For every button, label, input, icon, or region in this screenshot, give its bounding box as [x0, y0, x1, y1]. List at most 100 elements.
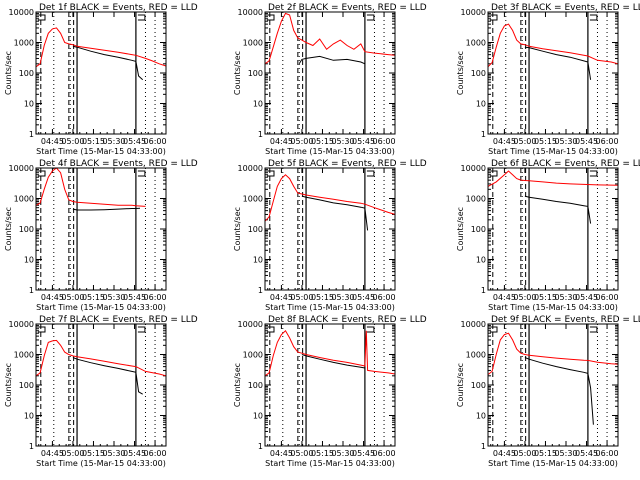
x-tick-label: 06:00	[373, 293, 396, 302]
y-tick-label: 10	[24, 412, 34, 421]
x-tick-label: 06:00	[144, 293, 167, 302]
plot-frame	[487, 11, 619, 135]
y-axis-label: Counts/sec	[233, 51, 242, 95]
x-axis-label: Start Time (15-Mar-15 04:33:00)	[265, 303, 395, 312]
y-axis-label: Counts/sec	[456, 51, 465, 95]
panel-2: Det 2f BLACK = Events, RED = LLD 1 10 100 10…	[233, 3, 427, 156]
x-tick-label: 05:45	[352, 137, 375, 146]
x-tick-label: 05:15	[82, 137, 105, 146]
x-axis-label: Start Time (15-Mar-15 04:33:00)	[265, 147, 395, 156]
x-axis-label: Start Time (15-Mar-15 04:33:00)	[488, 303, 618, 312]
y-tick-label: 100	[248, 225, 263, 234]
y-tick-label: 100	[248, 69, 263, 78]
panel-title: Det 3f BLACK = Events, RED = LLD	[491, 3, 640, 13]
series-events-line	[72, 207, 141, 211]
y-tick-label: 100	[471, 225, 486, 234]
x-tick-label: 05:30	[102, 293, 125, 302]
plot-frame	[264, 167, 396, 291]
panel-3: Det 3f BLACK = Events, RED = LLD 1 10 100 10…	[456, 3, 640, 156]
panel-8: Det 8f BLACK = Events, RED = LLD 1 10 100 10…	[233, 315, 427, 468]
y-tick-label: 1000	[243, 39, 263, 48]
y-tick-label: 1	[29, 286, 34, 295]
x-tick-label: 05:30	[331, 137, 354, 146]
series-events-line	[301, 195, 369, 231]
plot-frame	[487, 323, 619, 447]
x-tick-label: 05:00	[61, 449, 84, 458]
plot-frame	[35, 167, 167, 291]
x-axis-label: Start Time (15-Mar-15 04:33:00)	[36, 303, 166, 312]
y-tick-label: 10	[476, 100, 486, 109]
y-tick-label: 1	[258, 286, 263, 295]
y-tick-label: 10	[253, 100, 263, 109]
x-tick-label: 04:45	[41, 137, 64, 146]
x-tick-label: 05:45	[352, 293, 375, 302]
y-tick-label: 100	[19, 381, 34, 390]
x-tick-label: 06:00	[144, 137, 167, 146]
plot-frame	[264, 323, 396, 447]
y-tick-label: 1	[481, 130, 486, 139]
series-events-line	[524, 46, 592, 80]
y-axis-label: Counts/sec	[4, 363, 13, 407]
x-tick-label: 05:15	[534, 293, 557, 302]
x-tick-label: 05:45	[123, 449, 146, 458]
panel-4: Det 4f BLACK = Events, RED = LLD 1 10 100 10…	[4, 159, 198, 312]
x-tick-label: 04:45	[493, 449, 516, 458]
series-events-line	[298, 55, 366, 65]
x-tick-label: 05:00	[290, 137, 313, 146]
y-tick-label: 1	[29, 442, 34, 451]
x-axis-label: Start Time (15-Mar-15 04:33:00)	[488, 147, 618, 156]
x-tick-label: 06:00	[373, 449, 396, 458]
y-tick-label: 1	[258, 442, 263, 451]
x-tick-label: 05:15	[311, 137, 334, 146]
x-tick-label: 05:15	[534, 449, 557, 458]
corner-mark	[490, 14, 498, 21]
plot-frame	[264, 11, 396, 135]
y-tick-label: 1	[481, 442, 486, 451]
x-tick-label: 05:45	[575, 449, 598, 458]
x-tick-label: 06:00	[596, 137, 619, 146]
panel-title: Det 8f BLACK = Events, RED = LLD	[268, 315, 427, 325]
corner-mark	[38, 14, 46, 21]
y-tick-label: 10	[476, 256, 486, 265]
y-tick-label: 10	[253, 412, 263, 421]
y-tick-label: 10000	[461, 164, 486, 173]
y-tick-label: 10	[253, 256, 263, 265]
y-axis-label: Counts/sec	[456, 207, 465, 251]
panel-title: Det 9f BLACK = Events, RED = LLD	[491, 315, 640, 325]
x-tick-label: 06:00	[373, 137, 396, 146]
y-tick-label: 10000	[9, 320, 34, 329]
series-lld-line	[487, 23, 619, 68]
x-tick-label: 05:00	[513, 293, 536, 302]
corner-mark	[137, 14, 146, 21]
corner-mark	[589, 14, 598, 21]
corner-mark	[38, 170, 46, 177]
y-tick-label: 1000	[14, 39, 34, 48]
x-tick-label: 05:15	[311, 449, 334, 458]
y-tick-label: 100	[471, 381, 486, 390]
y-tick-label: 10000	[238, 8, 263, 17]
panel-1: Det 1f BLACK = Events, RED = LLD 1 10 100 10…	[4, 3, 198, 156]
x-tick-label: 06:00	[596, 293, 619, 302]
x-tick-label: 05:45	[575, 293, 598, 302]
x-tick-label: 04:45	[270, 137, 293, 146]
x-tick-label: 05:15	[82, 293, 105, 302]
y-tick-label: 100	[471, 69, 486, 78]
panel-7: Det 7f BLACK = Events, RED = LLD 1 10 100 10…	[4, 315, 198, 468]
x-tick-label: 05:30	[554, 293, 577, 302]
x-axis-label: Start Time (15-Mar-15 04:33:00)	[265, 459, 395, 468]
y-tick-label: 1	[258, 130, 263, 139]
y-tick-label: 1000	[243, 195, 263, 204]
series-events-line	[72, 45, 144, 81]
panel-9: Det 9f BLACK = Events, RED = LLD 1 10 100 10…	[456, 315, 640, 468]
y-tick-label: 100	[19, 69, 34, 78]
y-tick-label: 100	[19, 225, 34, 234]
series-lld-line	[487, 332, 619, 375]
y-tick-label: 1000	[466, 351, 486, 360]
corner-mark	[589, 326, 598, 333]
x-tick-label: 05:00	[290, 293, 313, 302]
x-tick-label: 05:45	[123, 293, 146, 302]
corner-mark	[137, 326, 146, 333]
series-lld-line	[264, 174, 396, 222]
y-tick-label: 10	[24, 100, 34, 109]
x-tick-label: 05:30	[554, 449, 577, 458]
